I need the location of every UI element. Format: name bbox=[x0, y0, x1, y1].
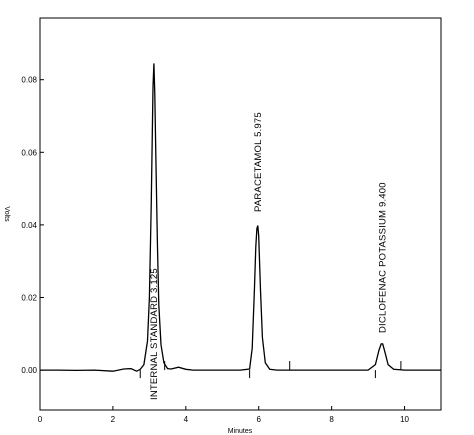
y-tick-label: 0.02 bbox=[21, 293, 37, 302]
x-tick-label: 10 bbox=[400, 415, 409, 424]
integration-markers bbox=[139, 361, 402, 379]
peak-label: DICLOFENAC POTASSIUM 9.400 bbox=[378, 182, 389, 333]
x-axis: 0 2 4 6 8 10 bbox=[38, 406, 410, 424]
x-tick-label: 0 bbox=[38, 415, 43, 424]
peak-label: PARACETAMOL 5.975 bbox=[253, 112, 264, 212]
y-tick-label: 0.04 bbox=[21, 221, 37, 230]
y-tick-label: 0.00 bbox=[21, 366, 37, 375]
x-tick-label: 2 bbox=[111, 415, 116, 424]
x-tick-label: 8 bbox=[329, 415, 334, 424]
y-tick-label: 0.06 bbox=[21, 148, 37, 157]
plot-frame bbox=[39, 17, 442, 411]
x-axis-title: Minutes bbox=[228, 428, 253, 435]
y-axis: 0.00 0.02 0.04 0.06 0.08 bbox=[21, 76, 44, 375]
y-axis-title: Volts bbox=[3, 206, 10, 222]
series-line bbox=[40, 63, 441, 372]
y-tick-label: 0.08 bbox=[21, 76, 37, 85]
x-tick-label: 6 bbox=[257, 415, 262, 424]
peak-label: INTERNAL STANDARD 3.125 bbox=[149, 268, 160, 400]
peak-labels: INTERNAL STANDARD 3.125 PARACETAMOL 5.975… bbox=[149, 112, 389, 400]
x-tick-label: 4 bbox=[184, 415, 189, 424]
